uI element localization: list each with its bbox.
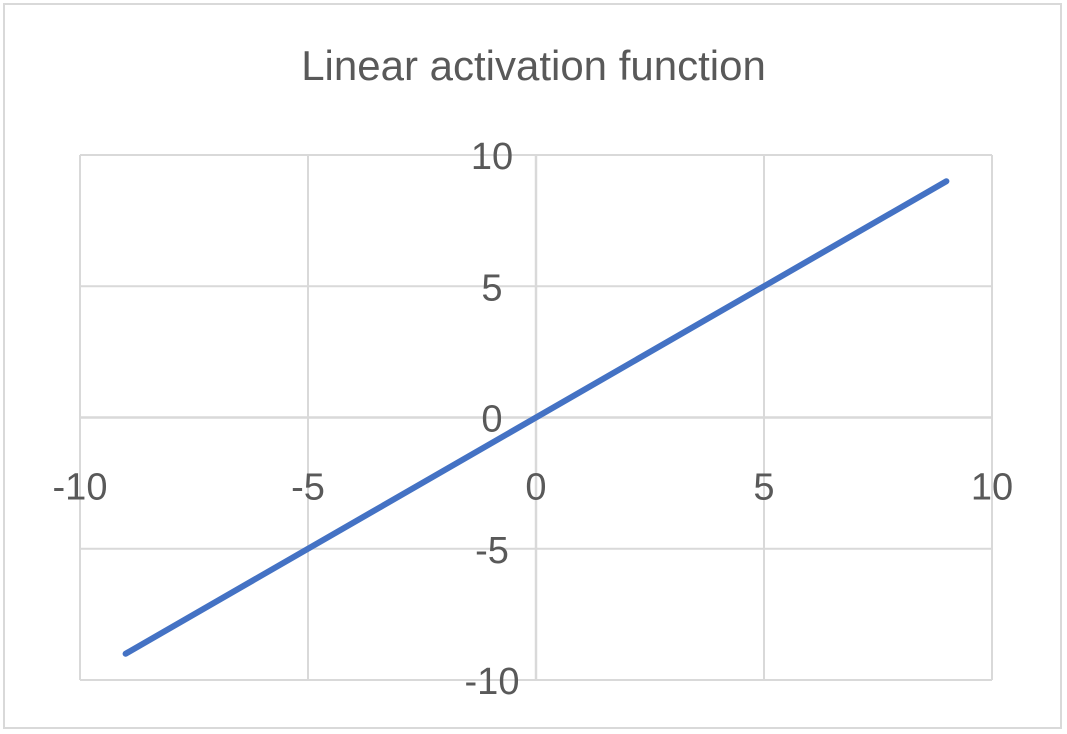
y-tick-label: 0	[481, 399, 502, 441]
x-tick-label: -10	[53, 467, 108, 509]
x-tick-label: 0	[525, 467, 546, 509]
chart-frame	[3, 3, 1062, 729]
y-tick-label: 10	[471, 136, 513, 178]
y-tick-label: -5	[475, 530, 509, 572]
series-line	[122, 178, 950, 657]
series-layer	[122, 178, 950, 657]
x-tick-label: 5	[753, 467, 774, 509]
y-tick-label: -10	[465, 661, 520, 703]
x-tick-label: -5	[291, 467, 325, 509]
y-tick-label: 5	[481, 267, 502, 309]
x-tick-label: 10	[971, 467, 1013, 509]
chart-title: Linear activation function	[301, 42, 766, 89]
tick-labels: -10 -5 0 5 10 10 5 0 -5 -10	[53, 136, 1014, 703]
